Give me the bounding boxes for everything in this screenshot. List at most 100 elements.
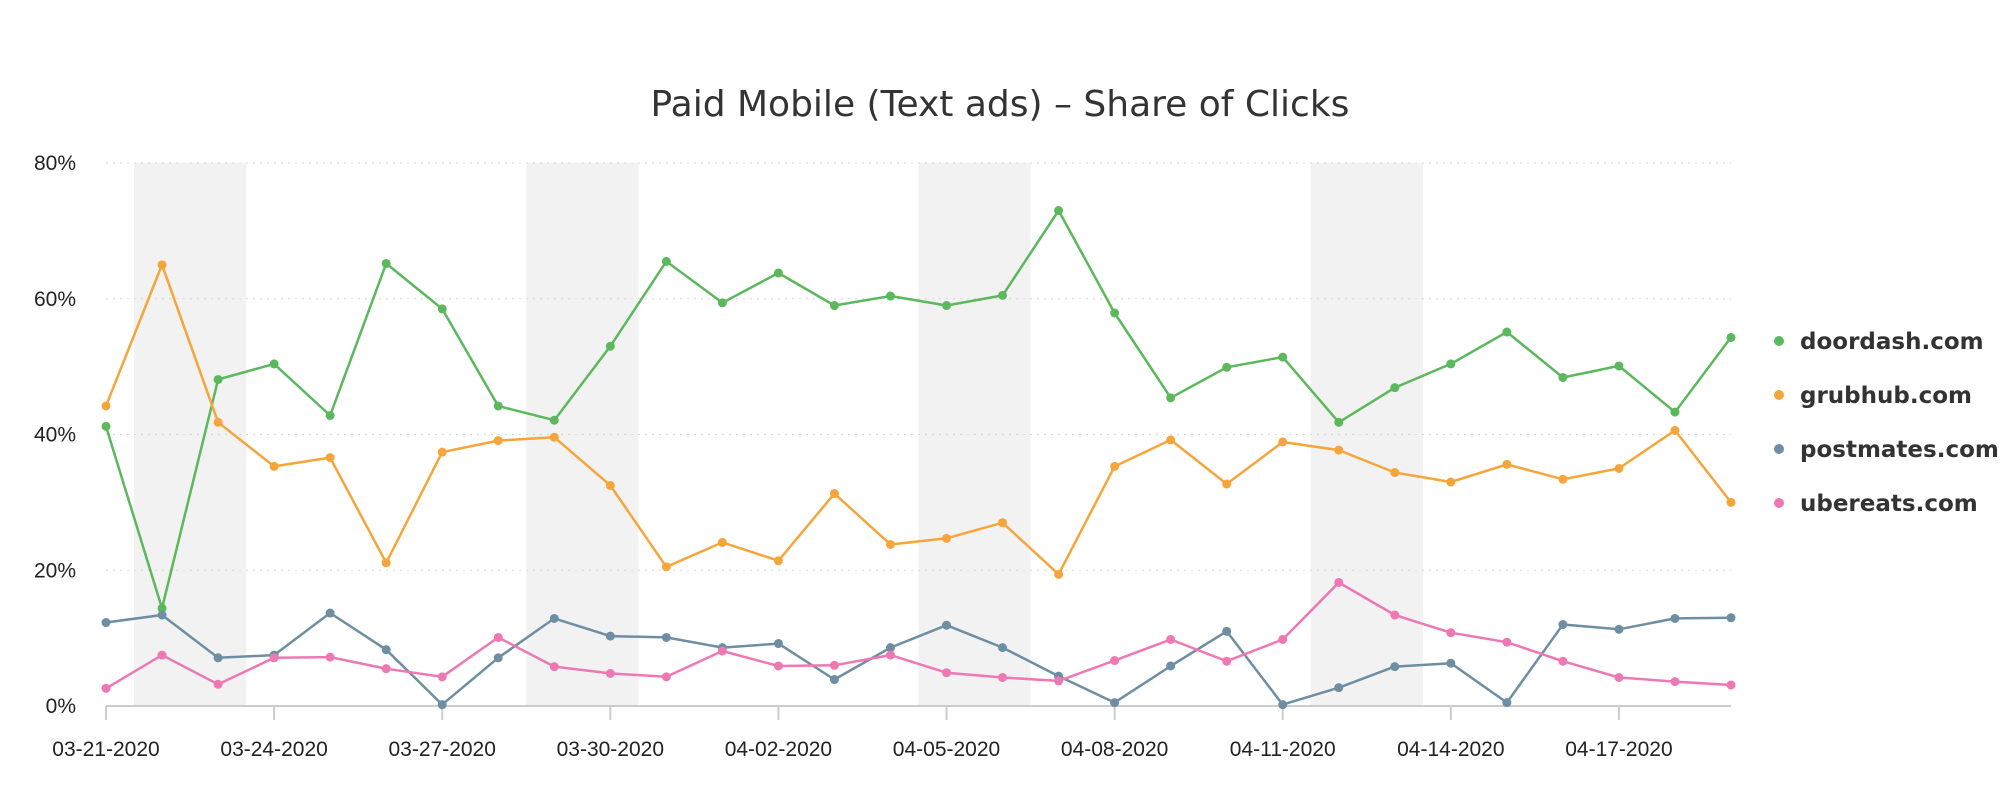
- data-point[interactable]: [549, 432, 559, 442]
- data-point[interactable]: [1222, 479, 1232, 489]
- data-point[interactable]: [1054, 569, 1064, 579]
- data-point[interactable]: [717, 537, 727, 547]
- data-point[interactable]: [998, 672, 1008, 682]
- data-point[interactable]: [1670, 677, 1680, 687]
- data-point[interactable]: [101, 401, 111, 411]
- data-point[interactable]: [1334, 417, 1344, 427]
- data-point[interactable]: [493, 436, 503, 446]
- data-point[interactable]: [942, 668, 952, 678]
- data-point[interactable]: [157, 603, 167, 613]
- data-point[interactable]: [213, 417, 223, 427]
- data-point[interactable]: [549, 415, 559, 425]
- data-point[interactable]: [1222, 362, 1232, 372]
- data-point[interactable]: [101, 421, 111, 431]
- data-point[interactable]: [1278, 634, 1288, 644]
- data-point[interactable]: [661, 632, 671, 642]
- data-point[interactable]: [1334, 577, 1344, 587]
- data-point[interactable]: [381, 645, 391, 655]
- data-point[interactable]: [605, 480, 615, 490]
- data-point[interactable]: [885, 539, 895, 549]
- legend-item-ubereats-com[interactable]: ubereats.com: [1774, 491, 1978, 517]
- data-point[interactable]: [1054, 206, 1064, 216]
- data-point[interactable]: [717, 646, 727, 656]
- data-point[interactable]: [1446, 359, 1456, 369]
- data-point[interactable]: [605, 668, 615, 678]
- data-point[interactable]: [213, 375, 223, 385]
- data-point[interactable]: [437, 447, 447, 457]
- data-point[interactable]: [325, 410, 335, 420]
- data-point[interactable]: [829, 301, 839, 311]
- data-point[interactable]: [1614, 361, 1624, 371]
- data-point[interactable]: [1670, 613, 1680, 623]
- data-point[interactable]: [1726, 332, 1736, 342]
- data-point[interactable]: [1110, 656, 1120, 666]
- data-point[interactable]: [942, 301, 952, 311]
- data-point[interactable]: [1390, 468, 1400, 478]
- data-point[interactable]: [1726, 680, 1736, 690]
- data-point[interactable]: [1502, 698, 1512, 708]
- data-point[interactable]: [1670, 425, 1680, 435]
- data-point[interactable]: [269, 461, 279, 471]
- data-point[interactable]: [213, 653, 223, 663]
- data-point[interactable]: [157, 610, 167, 620]
- data-point[interactable]: [829, 675, 839, 685]
- data-point[interactable]: [1222, 656, 1232, 666]
- data-point[interactable]: [773, 661, 783, 671]
- data-point[interactable]: [942, 533, 952, 543]
- data-point[interactable]: [1670, 407, 1680, 417]
- data-point[interactable]: [1334, 683, 1344, 693]
- legend-item-postmates-com[interactable]: postmates.com: [1774, 437, 1999, 463]
- data-point[interactable]: [1390, 662, 1400, 672]
- data-point[interactable]: [1110, 698, 1120, 708]
- data-point[interactable]: [1110, 461, 1120, 471]
- data-point[interactable]: [1726, 497, 1736, 507]
- data-point[interactable]: [1558, 620, 1568, 630]
- data-point[interactable]: [1054, 676, 1064, 686]
- data-point[interactable]: [1614, 624, 1624, 634]
- data-point[interactable]: [885, 643, 895, 653]
- data-point[interactable]: [661, 672, 671, 682]
- data-point[interactable]: [325, 453, 335, 463]
- data-point[interactable]: [1558, 372, 1568, 382]
- data-point[interactable]: [157, 260, 167, 270]
- data-point[interactable]: [1446, 628, 1456, 638]
- data-point[interactable]: [381, 258, 391, 268]
- data-point[interactable]: [1278, 352, 1288, 362]
- data-point[interactable]: [942, 620, 952, 630]
- data-point[interactable]: [717, 298, 727, 308]
- data-point[interactable]: [1502, 459, 1512, 469]
- data-point[interactable]: [1502, 637, 1512, 647]
- data-point[interactable]: [1222, 626, 1232, 636]
- data-point[interactable]: [773, 639, 783, 649]
- data-point[interactable]: [1390, 610, 1400, 620]
- data-point[interactable]: [1110, 308, 1120, 318]
- data-point[interactable]: [1614, 463, 1624, 473]
- data-point[interactable]: [1558, 474, 1568, 484]
- data-point[interactable]: [998, 290, 1008, 300]
- data-point[interactable]: [1390, 383, 1400, 393]
- data-point[interactable]: [1166, 634, 1176, 644]
- data-point[interactable]: [325, 652, 335, 662]
- data-point[interactable]: [605, 631, 615, 641]
- data-point[interactable]: [437, 304, 447, 314]
- data-point[interactable]: [773, 556, 783, 566]
- data-point[interactable]: [549, 613, 559, 623]
- data-point[interactable]: [325, 608, 335, 618]
- data-point[interactable]: [101, 683, 111, 693]
- data-point[interactable]: [773, 268, 783, 278]
- data-point[interactable]: [829, 489, 839, 499]
- data-point[interactable]: [885, 650, 895, 660]
- legend-item-doordash-com[interactable]: doordash.com: [1774, 329, 1984, 355]
- data-point[interactable]: [381, 664, 391, 674]
- data-point[interactable]: [1558, 656, 1568, 666]
- data-point[interactable]: [1278, 437, 1288, 447]
- data-point[interactable]: [998, 518, 1008, 528]
- data-point[interactable]: [213, 679, 223, 689]
- data-point[interactable]: [1614, 672, 1624, 682]
- data-point[interactable]: [157, 650, 167, 660]
- data-point[interactable]: [269, 653, 279, 663]
- data-point[interactable]: [998, 643, 1008, 653]
- data-point[interactable]: [1166, 661, 1176, 671]
- data-point[interactable]: [1278, 700, 1288, 710]
- data-point[interactable]: [661, 562, 671, 572]
